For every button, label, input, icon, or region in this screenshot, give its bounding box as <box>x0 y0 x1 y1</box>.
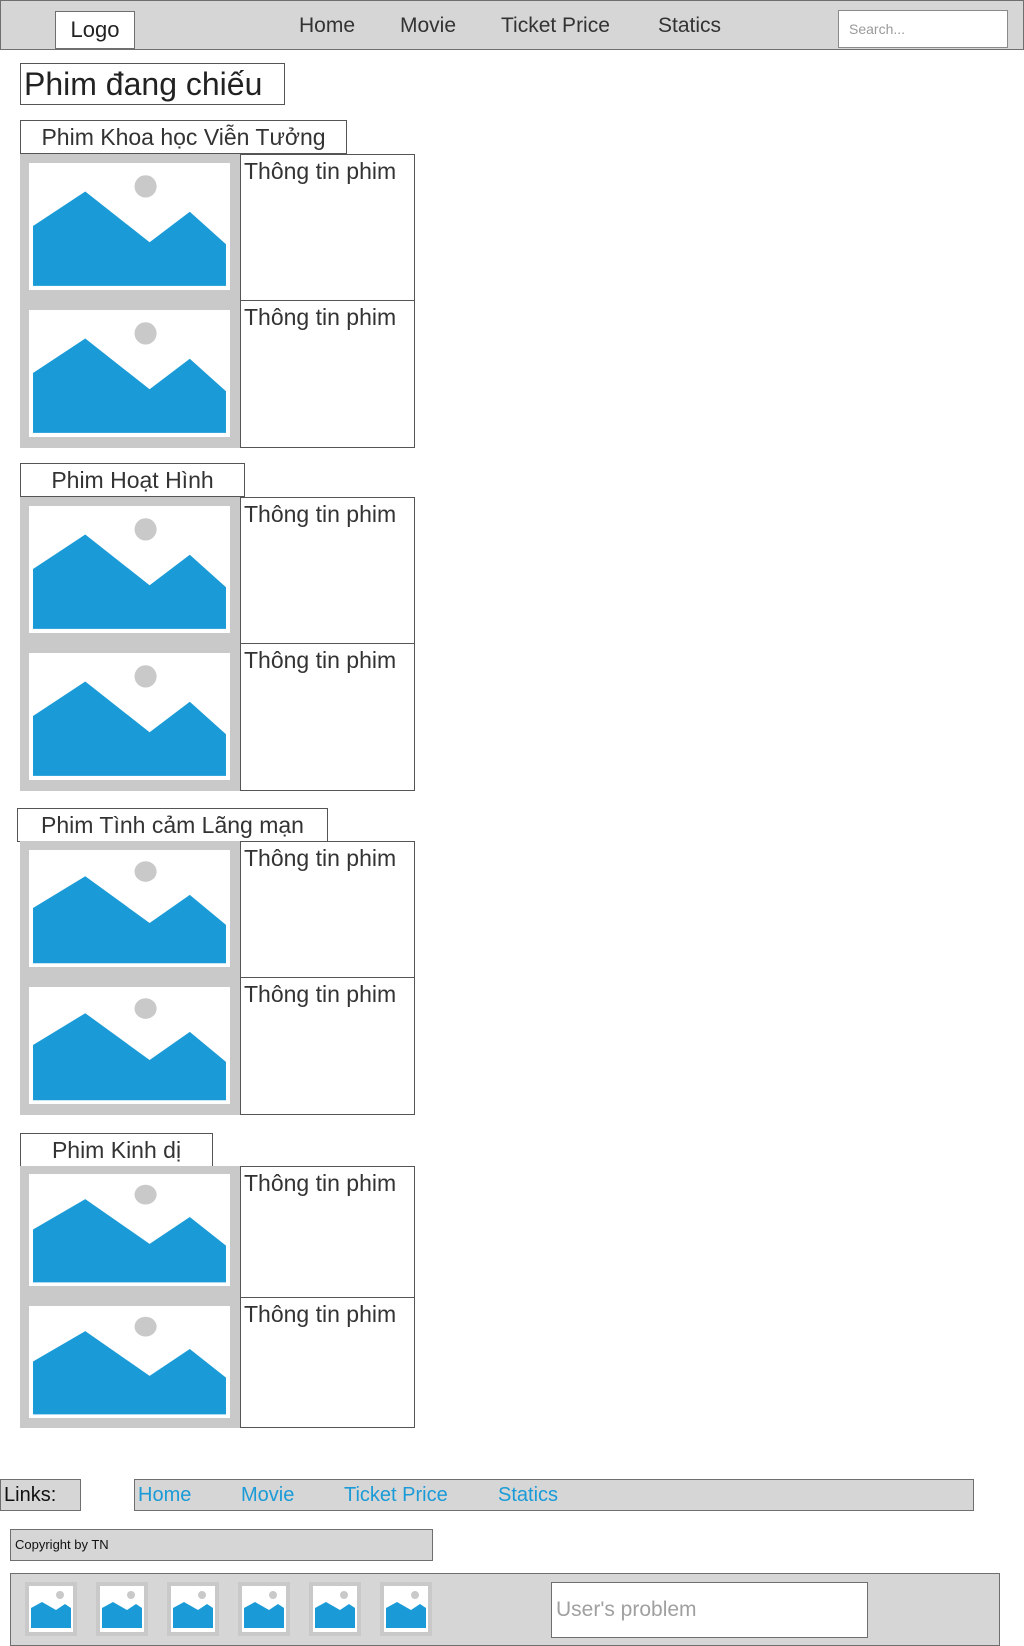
image-placeholder-icon <box>384 1586 428 1632</box>
category-label-animation: Phim Hoạt Hình <box>20 463 245 497</box>
movie-info-box[interactable]: Thông tin phim <box>240 154 415 301</box>
category-image-panel <box>20 497 240 791</box>
footer-links-bar <box>134 1479 974 1511</box>
movie-info-box[interactable]: Thông tin phim <box>240 1297 415 1428</box>
category-label-horror: Phim Kinh dị <box>20 1133 213 1167</box>
footer-link-home[interactable]: Home <box>138 1484 192 1506</box>
image-placeholder-icon[interactable] <box>29 1306 230 1418</box>
nav-movie[interactable]: Movie <box>400 14 457 37</box>
image-placeholder-icon[interactable] <box>29 850 230 967</box>
category-label-scifi: Phim Khoa học Viễn Tưởng <box>20 120 347 154</box>
footer-thumbnail[interactable] <box>380 1582 432 1636</box>
nav-ticket-price[interactable]: Ticket Price <box>501 14 610 37</box>
search-input[interactable] <box>838 10 1008 48</box>
footer-link-statics[interactable]: Statics <box>498 1484 559 1506</box>
movie-info-box[interactable]: Thông tin phim <box>240 841 415 978</box>
logo[interactable]: Logo <box>55 11 135 49</box>
footer-thumbnail[interactable] <box>167 1582 219 1636</box>
movie-info-box[interactable]: Thông tin phim <box>240 300 415 448</box>
movie-info-box[interactable]: Thông tin phim <box>240 497 415 644</box>
image-placeholder-icon[interactable] <box>29 987 230 1104</box>
user-problem-input[interactable] <box>551 1582 868 1638</box>
category-image-panel <box>20 1166 240 1428</box>
movie-info-box[interactable]: Thông tin phim <box>240 643 415 791</box>
page-title: Phim đang chiếu <box>20 63 285 105</box>
footer-link-movie[interactable]: Movie <box>241 1484 295 1506</box>
footer-thumbnail[interactable] <box>238 1582 290 1636</box>
footer-links-label: Links: <box>0 1479 81 1511</box>
image-placeholder-icon[interactable] <box>29 310 230 437</box>
image-placeholder-icon <box>29 1586 73 1632</box>
category-image-panel <box>20 841 240 1115</box>
image-placeholder-icon[interactable] <box>29 506 230 633</box>
image-placeholder-icon <box>242 1586 286 1632</box>
footer-thumbnail[interactable] <box>25 1582 77 1636</box>
footer-thumbnail[interactable] <box>96 1582 148 1636</box>
image-placeholder-icon <box>313 1586 357 1632</box>
category-image-panel <box>20 154 240 448</box>
movie-info-box[interactable]: Thông tin phim <box>240 1166 415 1298</box>
image-placeholder-icon[interactable] <box>29 163 230 290</box>
nav-home[interactable]: Home <box>299 14 356 37</box>
image-placeholder-icon[interactable] <box>29 653 230 780</box>
image-placeholder-icon <box>100 1586 144 1632</box>
movie-info-box[interactable]: Thông tin phim <box>240 977 415 1115</box>
footer-link-ticket-price[interactable]: Ticket Price <box>344 1484 448 1506</box>
image-placeholder-icon[interactable] <box>29 1174 230 1286</box>
category-label-romance: Phim Tình cảm Lãng mạn <box>17 808 328 842</box>
nav-statics[interactable]: Statics <box>658 14 722 37</box>
copyright-text: Copyright by TN <box>10 1529 433 1561</box>
image-placeholder-icon <box>171 1586 215 1632</box>
footer-thumbnail[interactable] <box>309 1582 361 1636</box>
